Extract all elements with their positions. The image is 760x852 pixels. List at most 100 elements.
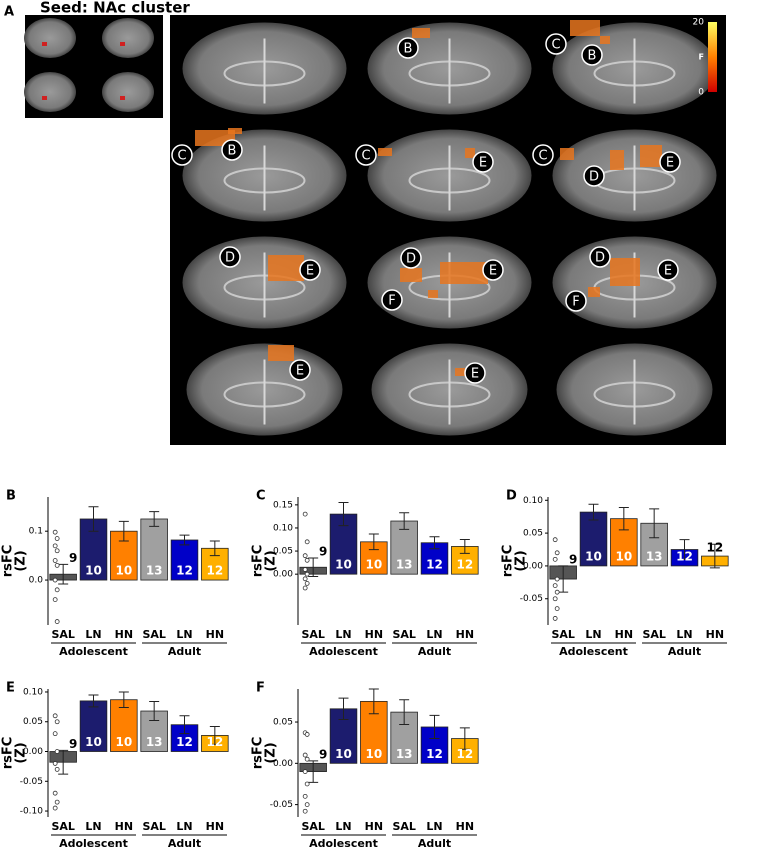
y-tick-label: 0.0 — [29, 576, 44, 586]
x-tick-label: HN — [456, 628, 474, 641]
y-axis-label: (Z) — [514, 550, 529, 571]
n-label: 13 — [646, 549, 663, 563]
x-tick-label: SAL — [551, 628, 574, 641]
n-label: 10 — [615, 549, 632, 563]
region-marker — [472, 151, 494, 173]
y-axis-label: (Z) — [14, 550, 29, 571]
slices: B C B C B C E C D E D E D E F D E F E E 20 0 F — [24, 18, 717, 436]
region-marker — [589, 246, 611, 268]
region-marker — [545, 33, 567, 55]
group-label: Adolescent — [309, 645, 378, 658]
subject-point — [304, 539, 310, 545]
subject-point — [552, 596, 558, 602]
seed-slice — [24, 18, 76, 58]
activation-cluster — [440, 262, 488, 284]
subject-point — [302, 576, 308, 582]
region-marker — [581, 44, 603, 66]
x-tick-label: LN — [676, 628, 692, 641]
error-bar — [149, 511, 160, 527]
subject-point — [554, 606, 560, 611]
error-bar — [88, 694, 99, 708]
y-axis-label: (Z) — [264, 550, 279, 571]
x-tick-label: HN — [365, 628, 383, 641]
n-label: 13 — [146, 564, 163, 578]
region-label: E — [666, 156, 674, 171]
activation-cluster — [268, 345, 294, 361]
region-label: B — [588, 49, 597, 64]
region-label: F — [572, 295, 579, 310]
subject-point — [52, 790, 58, 796]
error-bar — [308, 760, 319, 783]
error-bar — [118, 520, 129, 542]
panel-label: E — [6, 681, 15, 696]
x-tick-label: LN — [585, 628, 601, 641]
group-label: Adult — [418, 645, 451, 658]
y-axis-label: rsFC — [251, 737, 266, 770]
colorbar-tick-label: 20 — [693, 18, 705, 28]
group-label: Adolescent — [59, 837, 128, 848]
n-label: 9 — [569, 552, 577, 566]
activation-cluster — [455, 368, 465, 376]
subject-point — [304, 581, 310, 586]
x-tick-label: LN — [335, 628, 351, 641]
x-tick-label: LN — [85, 820, 101, 833]
colorbar-tick-label: 0 — [698, 88, 704, 98]
bar — [140, 518, 168, 581]
region-label: D — [406, 252, 416, 267]
panel-label: D — [506, 489, 517, 504]
region-label: C — [177, 149, 186, 164]
y-axis-label: rsFC — [1, 737, 16, 770]
error-bar — [459, 727, 470, 750]
bar — [390, 520, 418, 575]
x-tick-label: HN — [206, 820, 224, 833]
x-tick-label: SAL — [301, 820, 324, 833]
activation-cluster — [560, 148, 574, 160]
subject-point — [304, 732, 310, 737]
region-label: D — [589, 170, 599, 185]
region-label: C — [361, 149, 370, 164]
y-tick-label: 0.1 — [29, 527, 43, 537]
x-tick-label: LN — [85, 628, 101, 641]
n-label: 10 — [85, 735, 102, 749]
n-label: 9 — [319, 747, 327, 761]
error-bar — [399, 699, 410, 726]
subject-point — [552, 537, 558, 543]
n-label: 10 — [365, 558, 382, 572]
subject-point — [54, 766, 60, 772]
n-label: 12 — [206, 564, 223, 578]
region-marker — [532, 144, 554, 166]
subject-point — [302, 585, 308, 591]
error-bar — [459, 539, 470, 554]
x-tick-label: HN — [115, 628, 133, 641]
y-axis-label: rsFC — [501, 545, 516, 578]
region-marker — [289, 359, 311, 381]
x-tick-label: SAL — [142, 820, 165, 833]
group-label: Adult — [418, 837, 451, 848]
x-tick-label: LN — [176, 820, 192, 833]
x-tick-label: SAL — [51, 628, 74, 641]
error-bar — [308, 557, 319, 577]
subject-point — [54, 719, 60, 725]
n-label: 10 — [585, 549, 602, 563]
activation-cluster — [428, 290, 438, 298]
y-tick-label: -0.10 — [20, 807, 44, 817]
region-marker — [381, 289, 403, 311]
n-label: 12 — [706, 541, 723, 555]
subject-point — [552, 556, 558, 562]
region-marker — [355, 144, 377, 166]
y-axis-label: (Z) — [264, 742, 279, 763]
error-bar — [209, 726, 220, 745]
activation-cluster — [640, 145, 662, 167]
activation-cluster — [610, 150, 624, 170]
subject-point — [552, 583, 558, 589]
group-label: Adolescent — [559, 645, 628, 658]
error-bar — [709, 543, 720, 569]
y-tick-label: 0.10 — [523, 496, 543, 506]
region-label: E — [306, 264, 314, 279]
error-bar — [338, 697, 349, 721]
region-marker — [565, 290, 587, 312]
activation-cluster — [570, 20, 600, 36]
y-tick-label: 0.10 — [273, 523, 293, 533]
y-tick-label: 0.05 — [273, 547, 293, 557]
